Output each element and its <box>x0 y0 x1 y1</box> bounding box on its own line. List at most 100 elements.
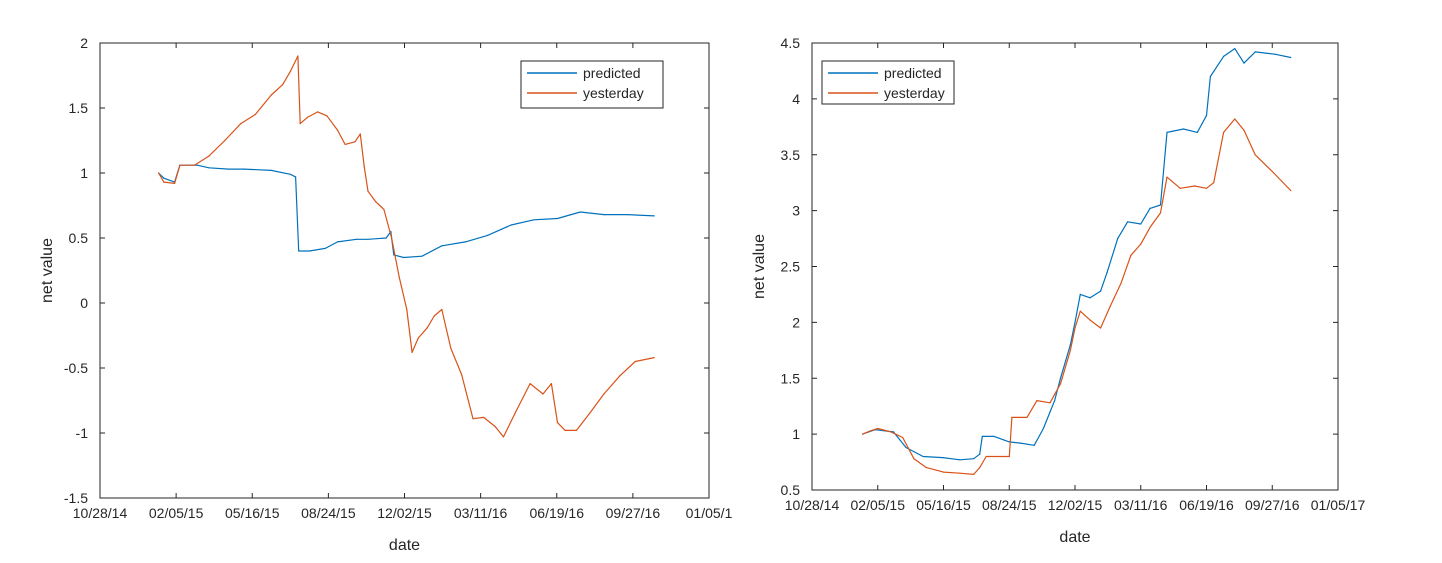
data-point-predicted <box>1290 56 1292 59</box>
x-tick-label: 03/11/16 <box>1114 497 1168 513</box>
data-point-predicted <box>1209 75 1211 78</box>
data-point-yesterday <box>193 164 195 166</box>
chart-1: 10/28/14 02/05/15 05/16/15 08/24/15 12/02/15… <box>39 35 733 554</box>
data-point-predicted <box>403 256 405 259</box>
data-point-yesterday <box>1049 402 1051 404</box>
data-point-yesterday <box>1290 189 1292 192</box>
data-point-yesterday <box>925 467 928 469</box>
data-point-yesterday <box>942 471 945 473</box>
data-point-predicted <box>228 168 230 170</box>
data-point-predicted <box>1166 131 1168 133</box>
data-point-predicted <box>385 237 387 239</box>
data-point-yesterday <box>224 139 226 142</box>
data-point-predicted <box>959 459 961 461</box>
data-point-yesterday <box>542 393 544 395</box>
data-point-yesterday <box>1069 349 1071 351</box>
data-point-predicted <box>1127 221 1129 223</box>
data-point-yesterday <box>297 55 299 57</box>
x-tick-label: 06/19/16 <box>530 505 585 521</box>
x-tick-label: 05/16/15 <box>225 505 280 521</box>
data-point-yesterday <box>877 427 879 430</box>
data-point-yesterday <box>426 327 428 329</box>
data-point-yesterday <box>902 436 904 439</box>
y-tick-label: 3.5 <box>781 147 801 163</box>
data-point-predicted <box>1059 377 1062 379</box>
x-tick-label: 01/05/1 <box>686 505 733 521</box>
data-point-predicted <box>993 435 995 437</box>
data-point-yesterday <box>1194 185 1196 187</box>
data-point-yesterday <box>502 436 505 438</box>
data-point-yesterday <box>1079 310 1081 312</box>
data-point-predicted <box>1274 53 1276 55</box>
data-point-yesterday <box>208 155 210 157</box>
data-point-yesterday <box>307 116 309 118</box>
data-point-yesterday <box>890 431 892 433</box>
data-point-predicted <box>1054 400 1056 402</box>
data-point-predicted <box>295 176 297 178</box>
y-tick-label: 4.5 <box>781 35 801 51</box>
data-point-predicted <box>421 255 423 257</box>
y-tick-label: 0 <box>80 295 88 311</box>
data-point-yesterday <box>336 129 339 131</box>
data-point-predicted <box>486 234 489 236</box>
data-point-yesterday <box>1234 118 1236 120</box>
y-tick-label: 2.5 <box>781 259 801 275</box>
data-point-yesterday <box>494 425 496 428</box>
plot-area <box>99 42 710 499</box>
data-point-yesterday <box>550 383 553 385</box>
data-point-predicted <box>208 167 210 169</box>
y-tick-label: -0.5 <box>64 360 88 376</box>
x-tick-label: 08/24/15 <box>982 497 1037 513</box>
data-point-predicted <box>243 168 245 170</box>
y-tick-label: 2 <box>80 35 88 51</box>
data-point-yesterday <box>556 422 559 424</box>
data-point-yesterday <box>354 141 356 143</box>
data-point-predicted <box>270 169 272 171</box>
x-tick-label: 02/05/15 <box>851 497 906 513</box>
data-point-yesterday <box>179 164 181 166</box>
data-point-predicted <box>942 457 944 459</box>
data-point-yesterday <box>1074 327 1076 329</box>
x-tick-label: 12/02/15 <box>377 505 432 521</box>
data-point-yesterday <box>254 113 256 116</box>
data-point-predicted <box>1106 271 1108 273</box>
data-point-predicted <box>1069 344 1071 346</box>
data-point-yesterday <box>1002 455 1004 458</box>
data-point-predicted <box>922 455 924 458</box>
data-point-predicted <box>324 247 326 249</box>
data-point-predicted <box>579 211 581 213</box>
data-point-yesterday <box>1254 154 1256 156</box>
data-point-yesterday <box>270 94 272 96</box>
data-point-predicted <box>1205 115 1208 117</box>
data-point-yesterday <box>869 430 872 432</box>
data-point-yesterday <box>1149 226 1151 228</box>
data-point-yesterday <box>634 360 636 363</box>
data-point-predicted <box>355 238 358 240</box>
data-point-yesterday <box>317 111 319 113</box>
data-point-predicted <box>1140 223 1142 225</box>
data-point-predicted <box>1079 293 1081 295</box>
data-point-yesterday <box>1271 170 1273 173</box>
data-point-predicted <box>1089 297 1091 299</box>
chart-2: 10/28/14 02/05/15 05/16/15 08/24/15 12/02/15… <box>751 35 1365 546</box>
data-point-predicted <box>163 177 165 179</box>
data-point-yesterday <box>158 172 160 174</box>
legend-label-yesterday: yesterday <box>884 85 945 101</box>
data-point-yesterday <box>575 429 578 431</box>
data-point-predicted <box>464 241 466 243</box>
data-point-yesterday <box>529 383 531 385</box>
y-tick-label: 2 <box>792 314 800 330</box>
data-point-predicted <box>1223 55 1225 58</box>
data-point-yesterday <box>1011 416 1013 418</box>
data-point-predicted <box>1117 238 1119 240</box>
data-point-yesterday <box>483 416 485 418</box>
x-tick-label: 10/28/14 <box>785 497 840 513</box>
plot-area <box>811 42 1339 491</box>
x-tick-label: 01/05/17 <box>1311 497 1366 513</box>
data-point-yesterday <box>985 455 987 458</box>
data-point-yesterday <box>289 71 291 73</box>
data-point-yesterday <box>1109 305 1112 307</box>
y-tick-label: 1 <box>792 426 800 442</box>
data-point-yesterday <box>240 123 242 125</box>
data-point-yesterday <box>979 467 981 469</box>
